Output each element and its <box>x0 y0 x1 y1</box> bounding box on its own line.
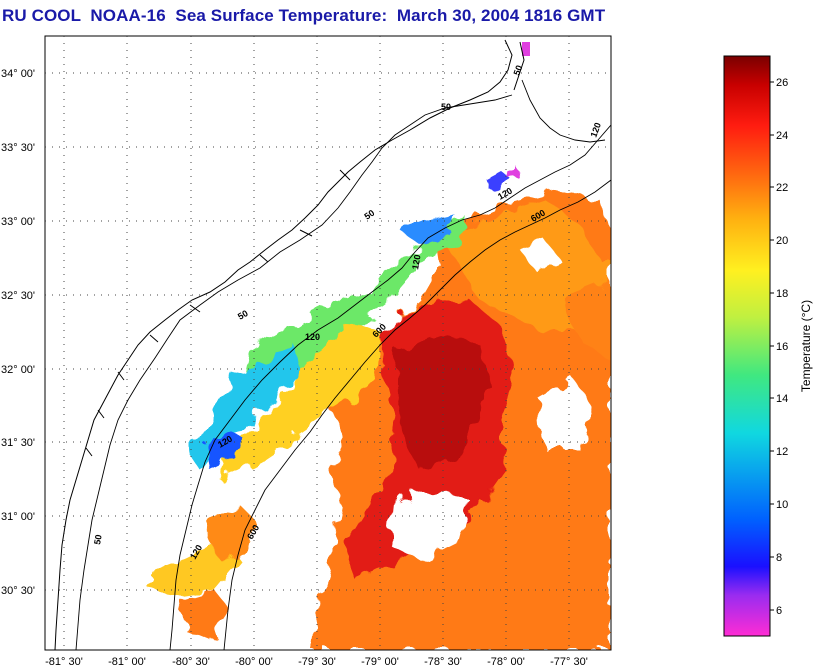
cloud-gap-2 <box>240 420 330 620</box>
colorbar-tick-label: 6 <box>776 605 782 617</box>
lon-label: -81° 00' <box>108 656 146 668</box>
isobath-label: 120 <box>410 254 422 271</box>
sst-dark-core <box>395 335 490 470</box>
lon-label: -79° 30' <box>298 656 336 668</box>
colorbar: 26 24 22 20 18 16 14 12 10 8 6 Temperatu… <box>723 55 813 637</box>
sst-south-strip <box>180 590 230 640</box>
colorbar-tick-label: 18 <box>776 288 788 300</box>
isobath-label: 50 <box>441 102 451 112</box>
isobath-label: 50 <box>511 64 524 77</box>
lat-label: 31° 00' <box>1 511 35 523</box>
lat-label: 33° 30' <box>1 142 35 154</box>
lat-label: 33° 00' <box>1 216 35 228</box>
lon-label: -80° 00' <box>235 656 273 668</box>
sst-shelf-yellow <box>220 320 380 480</box>
isobath-label: 120 <box>588 121 603 139</box>
lon-label: -78° 00' <box>487 656 525 668</box>
isobath-label: 50 <box>362 208 376 222</box>
isobath-label: 50 <box>236 308 250 322</box>
isobaths <box>75 79 611 650</box>
lon-label: -77° 30' <box>550 656 588 668</box>
sst-north-spot <box>522 42 530 56</box>
colorbar-axis-label: Temperature (°C) <box>799 300 813 392</box>
lat-label: 32° 00' <box>1 364 35 376</box>
sst-far-east <box>560 280 611 360</box>
graticule <box>45 36 611 650</box>
colorbar-tick-label: 24 <box>776 130 788 142</box>
cloud-gap-1 <box>390 490 470 560</box>
colorbar-tick-label: 8 <box>776 552 782 564</box>
map-frame <box>44 35 612 651</box>
lat-label: 30° 30' <box>1 585 35 597</box>
colorbar-tick-label: 22 <box>776 182 788 194</box>
lat-axis: 34° 00' 33° 30' 33° 00' 32° 30' 32° 00' … <box>1 68 35 597</box>
isobath-600 <box>223 179 611 650</box>
isobath-50 <box>75 79 606 650</box>
colorbar-tick-label: 16 <box>776 341 788 353</box>
lon-label: -81° 30' <box>45 656 83 668</box>
sst-magenta-patch <box>505 165 516 176</box>
colorbar-tick-label: 10 <box>776 499 788 511</box>
isobath-120 <box>169 124 611 650</box>
lon-label: -80° 30' <box>172 656 210 668</box>
sst-blue-patch <box>485 170 510 190</box>
colorbar-gradient <box>723 55 771 637</box>
lon-axis: -81° 30' -81° 00' -80° 30' -80° 00' -79°… <box>45 656 588 668</box>
sst-south-orange <box>205 505 260 560</box>
isobath-label: 50 <box>92 534 104 546</box>
lat-label: 32° 30' <box>1 290 35 302</box>
lon-label: -79° 00' <box>361 656 399 668</box>
page-title: RU COOL NOAA-16 Sea Surface Temperature:… <box>2 6 606 25</box>
colorbar-tick-label: 26 <box>776 77 788 89</box>
colorbar-ticks <box>770 81 774 611</box>
coastline-main <box>54 39 513 650</box>
sst-inner-blue <box>400 215 455 245</box>
lon-label: -78° 30' <box>424 656 462 668</box>
cloud-gap-3 <box>540 380 595 450</box>
colorbar-tick-label: 12 <box>776 446 788 458</box>
cloud-gap-4 <box>520 240 560 270</box>
lat-label: 34° 00' <box>1 68 35 80</box>
sst-field <box>150 42 611 650</box>
isobath-label: 120 <box>305 332 320 342</box>
colorbar-tick-label: 20 <box>776 235 788 247</box>
lat-label: 31° 30' <box>1 437 35 449</box>
colorbar-tick-label: 14 <box>776 393 788 405</box>
